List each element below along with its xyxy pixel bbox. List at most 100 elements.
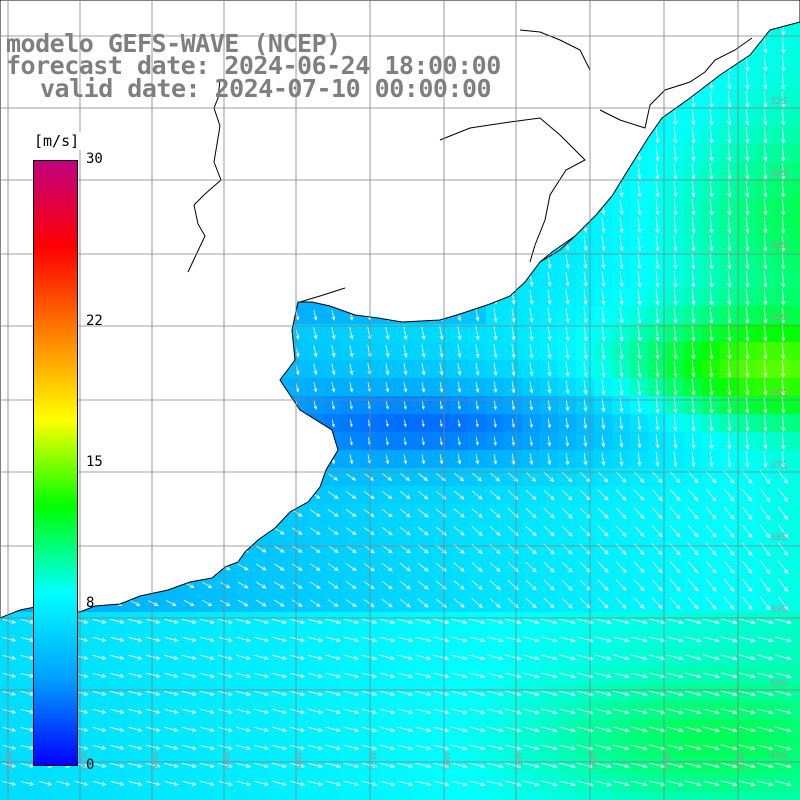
wind-arrow (543, 561, 555, 573)
wind-arrow (723, 560, 735, 574)
wind-arrow (128, 726, 143, 732)
wind-arrow (451, 744, 468, 751)
wind-arrow (691, 180, 696, 198)
latitude-label: 38S (770, 533, 787, 543)
wind-arrow (649, 780, 666, 787)
field-cell (234, 792, 253, 800)
wind-arrow (415, 654, 432, 661)
wind-arrow (327, 527, 339, 535)
wind-arrow (399, 508, 411, 518)
wind-arrow (255, 545, 267, 553)
wind-arrow (705, 506, 717, 520)
wind-arrow (511, 362, 516, 377)
wind-arrow (703, 654, 720, 661)
wind-arrow (457, 400, 461, 410)
wind-arrow (289, 654, 305, 660)
wind-arrow (601, 271, 606, 288)
wind-arrow (673, 451, 678, 468)
wind-arrow (727, 432, 732, 450)
wind-arrow (709, 360, 714, 378)
wind-arrow (745, 324, 750, 342)
wind-arrow (721, 726, 738, 733)
wind-arrow (403, 419, 407, 428)
wind-arrow (469, 618, 486, 625)
wind-arrow (757, 762, 774, 769)
wind-arrow (721, 618, 738, 625)
latitude-label: 34S (770, 241, 787, 251)
field-cell (792, 504, 800, 523)
wind-arrow (619, 416, 624, 431)
wind-arrow (182, 780, 197, 786)
wind-arrow (523, 780, 540, 787)
wind-arrow (559, 744, 576, 751)
wind-arrow (583, 235, 588, 252)
wind-arrow (415, 726, 432, 733)
wind-arrow (631, 618, 648, 625)
field-cell (792, 756, 800, 775)
wind-arrow (361, 744, 378, 751)
wind-arrow (583, 307, 588, 324)
wind-arrow (253, 762, 269, 768)
wind-arrow (667, 726, 684, 733)
wind-arrow (361, 654, 378, 661)
wind-arrow (182, 618, 197, 624)
wind-arrow (471, 598, 483, 608)
wind-arrow (565, 307, 570, 324)
wind-arrow (739, 654, 756, 661)
latitude-label: 32S (770, 97, 787, 107)
wind-arrow (561, 489, 573, 501)
wind-arrow (775, 780, 792, 787)
field-cell (792, 414, 800, 433)
field-cell (666, 792, 685, 800)
wind-arrow (475, 344, 480, 359)
field-cell (360, 792, 379, 800)
wind-arrow (723, 488, 735, 502)
wind-arrow (325, 744, 342, 750)
wind-arrow (595, 672, 612, 679)
wind-arrow (667, 618, 684, 625)
wind-arrow (349, 326, 354, 340)
latitude-labels: 32S 33S 34S 35S 36S 37S 38S 39S 40S 41S (770, 97, 787, 761)
wind-arrow (637, 181, 642, 198)
wind-arrow (309, 581, 321, 589)
wind-arrow (541, 618, 558, 625)
wind-arrow (759, 560, 771, 575)
wind-arrow (363, 544, 375, 554)
wind-arrow (529, 362, 534, 377)
wind-arrow (739, 780, 756, 787)
wind-arrow (667, 744, 684, 751)
wind-arrow (727, 90, 732, 108)
wind-arrow (631, 780, 648, 787)
wind-arrow (781, 306, 786, 324)
wind-arrow (433, 654, 450, 661)
wind-arrow (651, 507, 663, 520)
wind-arrow (649, 690, 666, 697)
wind-arrow (613, 744, 630, 751)
field-cell (36, 792, 55, 800)
wind-arrow (615, 525, 627, 538)
wind-arrow (2, 637, 17, 642)
wind-arrow (651, 579, 663, 592)
wind-arrow (741, 506, 753, 521)
wind-arrow (505, 780, 522, 787)
wind-arrow (433, 762, 450, 769)
latitude-label: 39S (770, 605, 787, 615)
wind-arrow (253, 690, 269, 696)
field-cell (792, 180, 800, 199)
field-cell (792, 36, 800, 55)
wind-arrow (763, 216, 768, 234)
wind-arrow (273, 527, 285, 535)
wind-arrow (601, 307, 606, 324)
wind-arrow (255, 563, 267, 571)
wind-arrow (655, 253, 660, 270)
wind-arrow (457, 437, 461, 446)
wind-arrow (583, 271, 588, 288)
wind-arrow (763, 180, 768, 198)
wind-arrow (164, 780, 179, 786)
wind-arrow (235, 744, 251, 750)
wind-arrow (327, 545, 339, 553)
wind-arrow (727, 451, 732, 468)
wind-arrow (493, 362, 498, 377)
wind-arrow (601, 398, 606, 413)
wind-arrow (235, 618, 251, 624)
